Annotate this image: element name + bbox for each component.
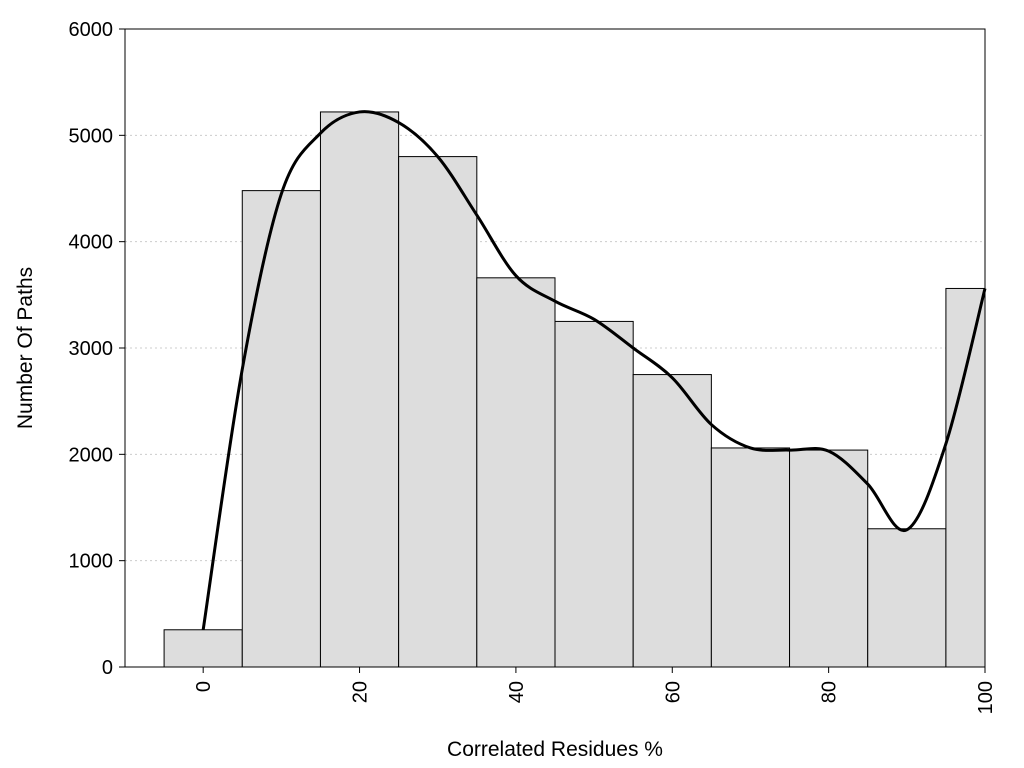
bar (554, 320, 634, 668)
x-tick-label: 100 (975, 681, 997, 714)
x-tick-label: 80 (819, 681, 841, 703)
y-axis-ticks: 0 1000 2000 3000 4000 5000 6000 (69, 19, 125, 679)
smooth-curve-line (201, 110, 987, 631)
bar (241, 190, 321, 668)
y-tick-label: 5000 (69, 125, 114, 147)
y-tick-label: 1000 (69, 551, 114, 573)
bars (163, 111, 986, 668)
x-axis-ticks: 0 20 40 60 80 100 (193, 667, 997, 714)
bar (867, 528, 947, 668)
y-tick-label: 3000 (69, 338, 114, 360)
bar (476, 277, 556, 668)
bar (945, 287, 986, 668)
y-tick-label: 6000 (69, 19, 114, 41)
x-tick-label: 20 (350, 681, 372, 703)
bar (398, 156, 478, 668)
bar (789, 449, 869, 668)
x-tick-label: 60 (662, 681, 684, 703)
y-tick-label: 2000 (69, 444, 114, 466)
y-tick-label: 0 (102, 657, 113, 679)
bar (632, 374, 712, 668)
x-tick-label: 0 (193, 681, 215, 692)
bar (710, 447, 791, 668)
smooth-curve (201, 110, 987, 631)
bar (319, 111, 400, 668)
x-tick-label: 40 (506, 681, 528, 703)
x-axis-label: Correlated Residues % (447, 738, 663, 761)
bar (163, 629, 243, 668)
y-tick-label: 4000 (69, 232, 114, 254)
y-axis-label: Number Of Paths (14, 267, 37, 429)
